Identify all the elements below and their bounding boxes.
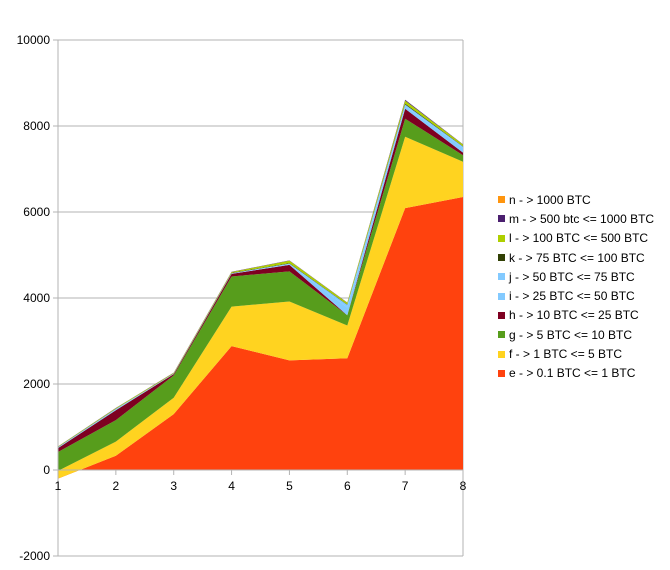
y-tick-label: 8000: [23, 119, 50, 133]
y-tick-label: 2000: [23, 377, 50, 391]
legend-item: m - > 500 btc <= 1000 BTC: [498, 209, 670, 228]
legend-label: i - > 25 BTC <= 50 BTC: [509, 289, 635, 304]
legend-item: l - > 100 BTC <= 500 BTC: [498, 229, 670, 248]
legend-label: j - > 50 BTC <= 75 BTC: [509, 269, 635, 284]
legend-swatch: [498, 234, 505, 242]
y-tick-label: 4000: [23, 291, 50, 305]
y-tick-label: 0: [43, 463, 50, 477]
x-tick-label: 1: [55, 479, 62, 493]
legend-swatch: [498, 254, 505, 262]
x-tick-label: 3: [170, 479, 177, 493]
legend-item: f - > 1 BTC <= 5 BTC: [498, 344, 670, 363]
y-axis-tick-labels: -2000 0 2000 4000 6000 8000 10000: [17, 33, 51, 563]
area-series-g: [58, 118, 463, 471]
legend-swatch: [498, 331, 505, 339]
legend-item: j - > 50 BTC <= 75 BTC: [498, 267, 670, 286]
legend-label: e - > 0.1 BTC <= 1 BTC: [509, 366, 636, 381]
area-series-f: [58, 136, 463, 479]
legend-item: n - > 1000 BTC: [498, 190, 670, 209]
legend-item: e - > 0.1 BTC <= 1 BTC: [498, 364, 670, 383]
legend-item: g - > 5 BTC <= 10 BTC: [498, 325, 670, 344]
y-tick-label: -2000: [19, 549, 50, 563]
legend: n - > 1000 BTC m - > 500 btc <= 1000 BTC l…: [498, 190, 670, 383]
axes: [53, 39, 464, 557]
legend-swatch: [498, 196, 505, 204]
legend-swatch: [498, 215, 505, 223]
area-series: [58, 99, 463, 479]
legend-label: f - > 1 BTC <= 5 BTC: [509, 347, 623, 362]
legend-label: g - > 5 BTC <= 10 BTC: [509, 327, 633, 342]
x-tick-label: 6: [344, 479, 351, 493]
legend-swatch: [498, 311, 505, 319]
legend-item: k - > 75 BTC <= 100 BTC: [498, 248, 670, 267]
legend-item: h - > 10 BTC <= 25 BTC: [498, 306, 670, 325]
x-tick-label: 4: [228, 479, 235, 493]
x-tick-label: 7: [402, 479, 409, 493]
x-tick-label: 8: [460, 479, 467, 493]
x-axis-tick-labels: 1 2 3 4 5 6 7 8: [55, 479, 467, 493]
y-tick-label: 6000: [23, 205, 50, 219]
legend-swatch: [498, 369, 505, 377]
legend-label: m - > 500 btc <= 1000 BTC: [509, 211, 655, 226]
legend-label: k - > 75 BTC <= 100 BTC: [509, 250, 645, 265]
legend-swatch: [498, 350, 505, 358]
area-series-e: [58, 196, 463, 479]
legend-label: h - > 10 BTC <= 25 BTC: [509, 308, 639, 323]
legend-swatch: [498, 292, 505, 300]
legend-label: l - > 100 BTC <= 500 BTC: [509, 231, 649, 246]
x-tick-label: 2: [113, 479, 120, 493]
legend-item: i - > 25 BTC <= 50 BTC: [498, 286, 670, 305]
y-tick-label: 10000: [17, 33, 51, 47]
legend-label: n - > 1000 BTC: [509, 192, 591, 207]
legend-swatch: [498, 273, 505, 281]
x-tick-label: 5: [286, 479, 293, 493]
